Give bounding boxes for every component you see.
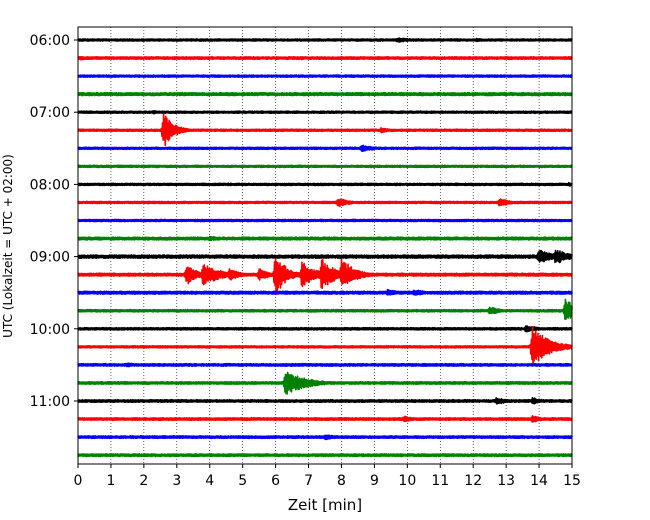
trace-line: [77, 55, 573, 61]
trace-line: [77, 74, 573, 78]
x-tick-label: 6: [271, 473, 280, 489]
trace-line: [77, 198, 573, 208]
trace-line: [77, 110, 573, 115]
trace-line: [77, 298, 573, 321]
traces: [77, 37, 573, 458]
x-tick-label: 13: [497, 473, 515, 489]
x-tick-label: 15: [563, 473, 581, 489]
trace-line: [77, 91, 573, 97]
trace-line: [77, 181, 573, 187]
x-tick-label: 2: [139, 473, 148, 489]
x-axis: 0 1 2 3 4 5 6 7 8 9 10 11 12 13 14 15: [74, 464, 581, 489]
trace-line: [77, 249, 573, 264]
y-tick-label: 07:00: [30, 105, 70, 121]
trace-line: [77, 258, 573, 296]
trace-line: [77, 37, 573, 43]
plot-background: [78, 27, 572, 464]
y-tick-label: 11:00: [30, 394, 70, 410]
trace-line: [77, 371, 573, 395]
x-tick-label: 4: [205, 473, 214, 489]
trace-line: [77, 235, 573, 242]
trace-line: [77, 396, 573, 405]
plot-frame: [77, 26, 573, 465]
x-tick-label: 11: [431, 473, 449, 489]
trace-line: [77, 218, 573, 223]
trace-line: [77, 453, 573, 458]
x-tick-label: 5: [238, 473, 247, 489]
trace-line: [77, 288, 573, 296]
trace-line: [77, 326, 573, 366]
trace-line: [77, 113, 573, 147]
grid-lines: [110, 27, 540, 464]
trace-line: [77, 164, 573, 169]
y-tick-label: 10:00: [30, 322, 70, 338]
x-axis-label: Zeit [min]: [288, 496, 362, 514]
y-tick-label: 06:00: [30, 33, 70, 49]
trace-line: [77, 434, 573, 441]
trace-line: [77, 325, 573, 333]
trace-line: [77, 414, 573, 423]
x-tick-label: 0: [74, 473, 83, 489]
x-tick-label: 9: [370, 473, 379, 489]
y-tick-label: 09:00: [30, 250, 70, 266]
y-tick-label: 08:00: [30, 177, 70, 193]
x-tick-label: 14: [530, 473, 548, 489]
x-tick-label: 1: [106, 473, 115, 489]
trace-line: [77, 362, 573, 368]
x-tick-label: 8: [337, 473, 346, 489]
x-tick-label: 3: [172, 473, 181, 489]
y-axis: 06:00 07:00 08:00 09:00 10:00 11:00: [30, 33, 78, 410]
x-tick-label: 10: [398, 473, 416, 489]
x-tick-label: 7: [304, 473, 313, 489]
x-tick-label: 12: [464, 473, 482, 489]
trace-line: [77, 144, 573, 153]
y-axis-label: UTC (Lokalzeit = UTC + 02:00): [1, 154, 15, 338]
